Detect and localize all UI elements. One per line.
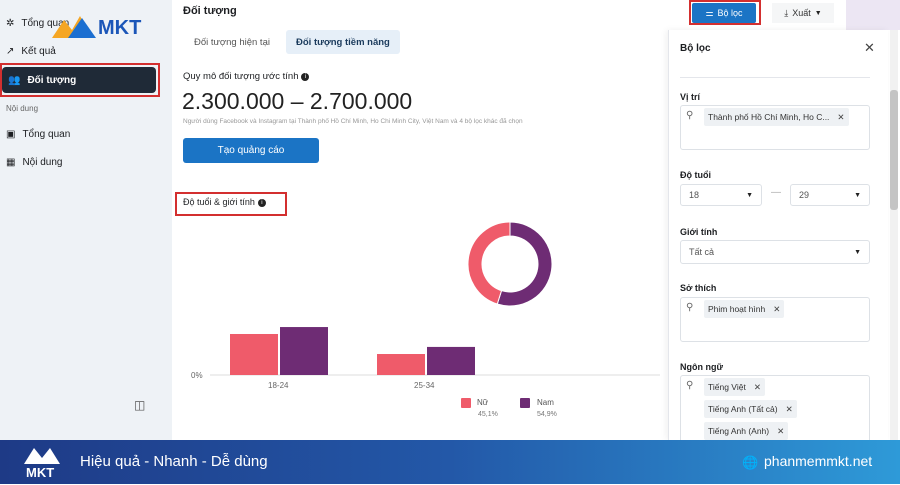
- tab-potential-audience[interactable]: Đối tượng tiềm năng: [286, 30, 400, 54]
- banner-slogan: Hiệu quả - Nhanh - Dễ dùng: [80, 453, 268, 470]
- caret-down-icon: ▼: [746, 191, 753, 199]
- legend-label-female: Nữ: [477, 398, 489, 407]
- filter-panel-title: Bộ lọc: [680, 43, 711, 54]
- gender-select[interactable]: Tất cả ▼: [680, 240, 870, 264]
- mkt-banner-logo: MKT: [20, 444, 64, 480]
- audience-description: Người dùng Facebook và Instagram tại Thà…: [183, 118, 523, 125]
- age-label: Độ tuổi: [680, 170, 711, 180]
- content-overview-icon: ▣: [6, 128, 16, 140]
- banner-website[interactable]: phanmemmkt.net: [764, 453, 873, 469]
- collapse-sidebar-icon[interactable]: ◫: [134, 398, 146, 412]
- remove-icon[interactable]: ✕: [785, 403, 793, 414]
- bar-25-34-Nam[interactable]: [427, 346, 475, 375]
- download-icon: ⤓: [784, 7, 789, 18]
- x-tick-label: 18-24: [268, 381, 289, 390]
- sidebar-item-overview[interactable]: ✲ Tổng quan: [6, 17, 70, 29]
- sidebar-item-audience[interactable]: 👥 Đối tượng: [2, 67, 156, 93]
- age-gender-chart: [210, 221, 660, 376]
- divider: [680, 77, 870, 78]
- highlight-box: [175, 192, 287, 216]
- age-max-select[interactable]: 29 ▼: [790, 184, 870, 206]
- location-label: Vị trí: [680, 92, 701, 102]
- age-separator: —: [771, 187, 781, 198]
- search-icon: ⚲: [686, 110, 694, 121]
- sliders-icon: ⚌: [705, 7, 714, 18]
- globe-icon: 🌐: [742, 455, 759, 470]
- results-icon: ↗: [6, 45, 15, 57]
- chart-section-title: Độ tuổi & giới tính i: [183, 197, 266, 207]
- mkt-logo: MKT: [50, 12, 165, 40]
- age-min-select[interactable]: 18 ▼: [680, 184, 762, 206]
- gender-label: Giới tính: [680, 227, 718, 237]
- language-chip: Tiếng Việt ✕: [704, 378, 765, 396]
- languages-label: Ngôn ngữ: [680, 362, 724, 372]
- legend-label-male: Nam: [537, 398, 554, 407]
- remove-icon[interactable]: ✕: [837, 111, 845, 122]
- audience-icon: 👥: [8, 74, 21, 86]
- search-icon: ⚲: [686, 302, 694, 313]
- remove-icon[interactable]: ✕: [773, 303, 781, 314]
- filter-panel: [668, 30, 888, 440]
- donut-slice-Nam[interactable]: [496, 221, 553, 307]
- location-chip: Thành phố Hồ Chí Minh, Ho C... ✕: [704, 108, 849, 126]
- footer-banner: MKT Hiệu quả - Nhanh - Dễ dùng 🌐 phanmem…: [0, 440, 900, 484]
- page-title: Đối tượng: [183, 5, 237, 17]
- caret-down-icon: ▼: [854, 248, 861, 256]
- language-chip: Tiếng Anh (Tất cả) ✕: [704, 400, 797, 418]
- section-label: Nội dung: [6, 104, 39, 113]
- bar-18-24-Nữ[interactable]: [230, 333, 278, 375]
- interest-chip: Phim hoạt hình ✕: [704, 300, 785, 318]
- remove-icon[interactable]: ✕: [777, 425, 785, 436]
- remove-icon[interactable]: ✕: [753, 381, 761, 392]
- svg-text:MKT: MKT: [26, 465, 54, 480]
- legend-value-female: 45,1%: [478, 411, 498, 418]
- info-icon[interactable]: i: [257, 199, 266, 207]
- interests-label: Sở thích: [680, 283, 717, 293]
- x-tick-label: 25-34: [414, 381, 435, 390]
- legend-value-male: 54,9%: [537, 411, 557, 418]
- sidebar-item-content-overview[interactable]: ▣ Tổng quan: [6, 128, 71, 140]
- search-icon: ⚲: [686, 380, 694, 391]
- audience-size-label: Quy mô đối tượng ước tính i: [183, 71, 310, 82]
- overview-icon: ✲: [6, 17, 15, 29]
- close-icon[interactable]: ✕: [864, 40, 875, 55]
- bar-25-34-Nữ[interactable]: [377, 354, 425, 375]
- highlight-box: [689, 0, 761, 25]
- caret-down-icon: ▼: [854, 191, 861, 199]
- legend-swatch-male: [520, 398, 530, 408]
- audience-size-value: 2.300.000 – 2.700.000: [182, 88, 413, 114]
- sidebar-item-results[interactable]: ↗ Kết quả: [6, 45, 56, 57]
- bar-18-24-Nam[interactable]: [280, 327, 328, 375]
- create-ad-button[interactable]: Tạo quảng cáo: [183, 138, 319, 163]
- legend-swatch-female: [461, 398, 471, 408]
- sidebar-item-content[interactable]: ▦ Nội dung: [6, 156, 63, 168]
- top-right-strip: [846, 0, 900, 30]
- y-tick-label: 0%: [191, 371, 203, 380]
- scrollbar[interactable]: [890, 30, 898, 440]
- export-button[interactable]: ⤓ Xuất ▼: [772, 3, 834, 23]
- caret-down-icon: ▼: [814, 9, 822, 17]
- highlight-box: [0, 63, 160, 97]
- svg-text:MKT: MKT: [98, 17, 141, 39]
- tab-current-audience[interactable]: Đối tượng hiện tại: [194, 36, 270, 48]
- table-icon: ▦: [6, 156, 16, 168]
- info-icon[interactable]: i: [301, 73, 310, 81]
- donut-slice-Nữ[interactable]: [467, 221, 511, 305]
- filter-button[interactable]: ⚌ Bộ lọc: [692, 3, 756, 23]
- sidebar: ✲ Tổng quan ↗ Kết quả 👥 Đối tượng Nội dung …: [0, 0, 172, 440]
- language-chip: Tiếng Anh (Anh) ✕: [704, 422, 789, 440]
